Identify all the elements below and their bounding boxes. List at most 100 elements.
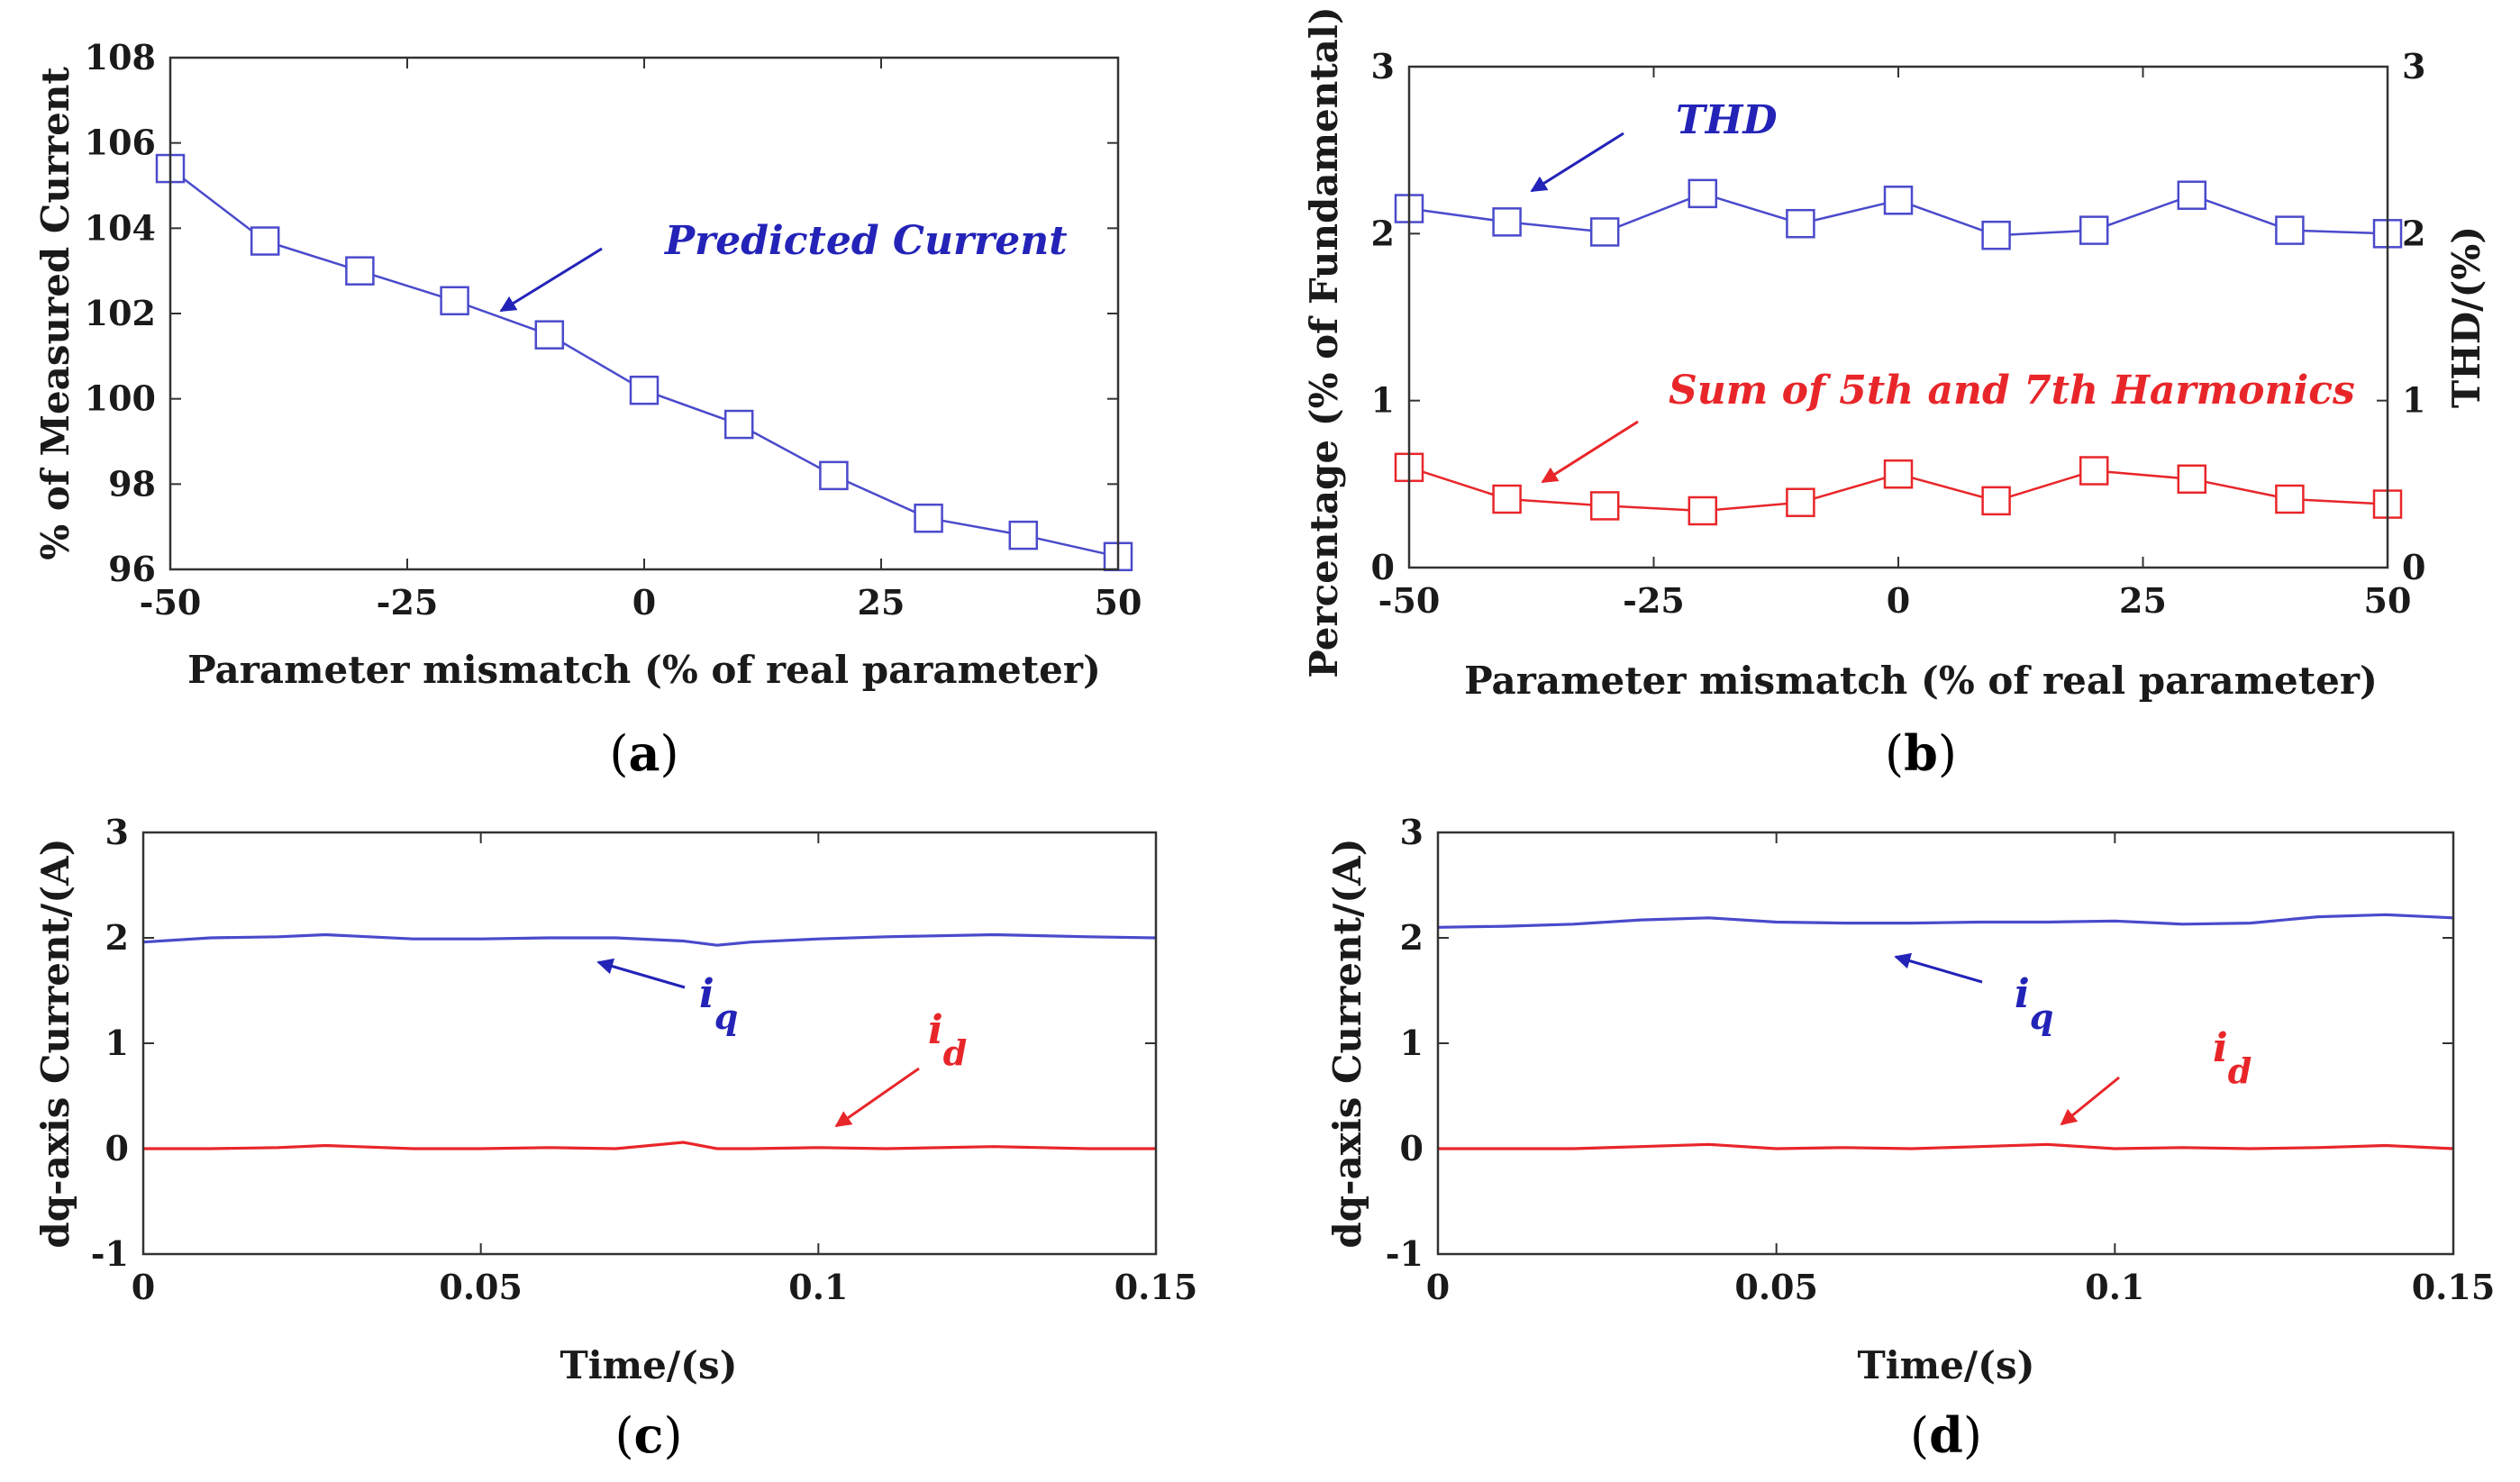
plot-d-frame: [1436, 831, 2455, 1256]
data-point: [914, 503, 943, 533]
x-tick-label: 25: [2119, 580, 2167, 621]
y-tick-label: 1: [105, 1023, 129, 1063]
x-tick-label: 0.1: [2085, 1267, 2144, 1307]
y-tick-label-right: 1: [2402, 380, 2425, 421]
annotation-iq-d: iq: [2015, 971, 2053, 1037]
annotation-id-c: id: [928, 1007, 967, 1073]
panel-a: -50 -25 0 25 50 96 98 100 102 104 106 108 % of Meas…: [33, 37, 1142, 782]
arrow-predicted-current: [499, 247, 603, 313]
data-point: [1883, 186, 1914, 215]
x-tick-label: 0: [1426, 1267, 1450, 1307]
y-tick-label: 3: [1371, 46, 1395, 86]
y-tick-label: 0: [1371, 547, 1395, 587]
series-line-iq: [1437, 913, 2454, 929]
x-tick-label: -50: [1378, 580, 1441, 621]
plot-b: -50 -25 0 25 500 01 12 23 3: [1371, 46, 2426, 621]
plot-c-xlabel: Time/(s): [559, 1343, 737, 1387]
y-tick-label: -1: [1386, 1233, 1424, 1274]
data-point: [629, 375, 660, 405]
x-tick-label: 0: [632, 582, 656, 623]
arrow-iq-c: [596, 958, 686, 989]
x-tick-label: 25: [858, 582, 905, 623]
plot-a-frame: [168, 56, 1120, 571]
x-tick-label: 0.15: [2412, 1267, 2496, 1307]
y-tick-label: 3: [105, 812, 129, 852]
data-point: [2177, 180, 2207, 210]
x-tick-label: -25: [377, 582, 439, 623]
data-point: [1688, 496, 1718, 526]
plot-b-xlabel: Parameter mismatch (% of real parameter): [1464, 659, 2378, 703]
x-tick-label: 0.15: [1114, 1267, 1198, 1307]
y-tick-label: 104: [85, 207, 156, 248]
y-tick-label: 108: [85, 37, 156, 77]
data-point: [1008, 520, 1039, 550]
x-tick-label: 0: [1887, 580, 1910, 621]
data-point: [2079, 456, 2109, 486]
caption-d: (d): [1910, 1406, 1982, 1464]
x-tick-label: 0.05: [1734, 1267, 1818, 1307]
data-point: [440, 286, 469, 316]
y-tick-label: 0: [1400, 1128, 1424, 1168]
y-tick-label-right: 0: [2402, 547, 2425, 587]
data-point: [1786, 208, 1815, 239]
plot-a: -50 -25 0 25 50 96 98 100 102 104 106 108: [85, 37, 1142, 623]
data-point: [534, 320, 565, 350]
caption-b: (b): [1885, 724, 1957, 782]
series-line-iq: [142, 932, 1157, 947]
y-tick-label: 100: [85, 378, 156, 419]
data-point: [2177, 464, 2207, 495]
plot-d-xlabel: Time/(s): [1857, 1343, 2034, 1387]
plot-b-ylabel: Percentage (% of Fundamental): [1302, 6, 1346, 677]
y-tick-label: 0: [105, 1128, 129, 1168]
data-point: [1688, 178, 1718, 209]
data-point: [250, 226, 280, 256]
y-tick-label: -1: [91, 1233, 129, 1274]
x-tick-label: 0.1: [788, 1267, 848, 1307]
data-point: [1492, 484, 1522, 514]
y-tick-label: 102: [85, 293, 156, 333]
y-tick-label: 1: [1371, 380, 1395, 421]
data-point: [1981, 220, 2011, 250]
arrow-id-d: [2060, 1076, 2120, 1126]
data-point: [1589, 491, 1620, 521]
caption-a: (a): [609, 724, 678, 782]
y-tick-label: 1: [1400, 1023, 1424, 1063]
data-point: [1981, 486, 2011, 516]
y-tick-label: 2: [1400, 917, 1424, 958]
arrow-iq-d: [1894, 952, 1983, 984]
data-point: [2079, 215, 2109, 245]
arrow-id-c: [834, 1067, 920, 1128]
data-point: [1786, 487, 1815, 517]
y-tick-label-right: 3: [2402, 46, 2425, 86]
data-point: [1492, 207, 1522, 237]
plot-b-ylabel-right: THD/(%): [2444, 226, 2488, 408]
series-line-id: [143, 1141, 1156, 1150]
x-tick-label: 50: [2364, 580, 2412, 621]
y-tick-label: 2: [1371, 213, 1395, 253]
plot-c-frame: [141, 831, 1158, 1256]
data-point: [2275, 215, 2305, 245]
plot-b-frame: [1407, 65, 2389, 569]
plot-a-xlabel: Parameter mismatch (% of real parameter): [187, 648, 1101, 692]
arrow-harmonics: [1541, 420, 1639, 484]
y-tick-label-right: 2: [2402, 213, 2425, 253]
y-tick-label: 96: [108, 549, 156, 589]
x-tick-label: -25: [1623, 580, 1685, 621]
data-point: [2275, 484, 2305, 514]
arrow-thd: [1530, 132, 1624, 193]
data-point: [345, 256, 375, 286]
annotation-iq-c: iq: [699, 971, 738, 1037]
data-point: [1883, 459, 1914, 489]
x-tick-label: 0.05: [439, 1267, 523, 1307]
y-tick-label: 106: [85, 123, 156, 163]
panel-b: -50 -25 0 25 500 01 12 23 3 Percentage (% of Fun…: [1302, 6, 2488, 782]
y-tick-label: 98: [108, 463, 156, 504]
caption-c: (c): [614, 1406, 682, 1464]
data-point: [723, 409, 754, 440]
plot-d-ylabel: dq-axis Current/(A): [1325, 838, 1369, 1248]
